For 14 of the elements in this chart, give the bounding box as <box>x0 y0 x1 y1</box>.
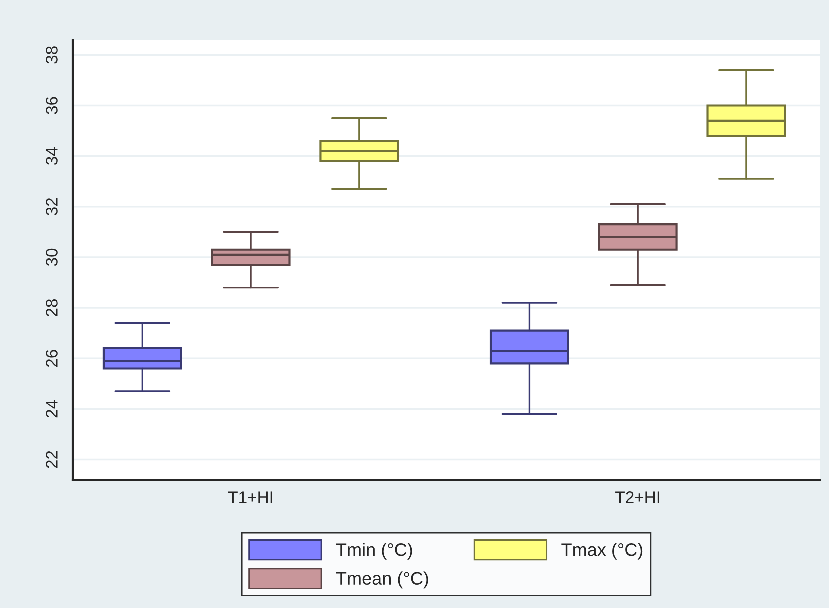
y-tick-label: 38 <box>46 46 58 64</box>
x-tick-label: T2+HI <box>616 492 660 504</box>
y-tick-label: 36 <box>46 97 58 114</box>
y-tick-label: 28 <box>46 300 58 316</box>
y-tick-label: 32 <box>46 198 58 216</box>
y-tick-label: 34 <box>46 148 58 165</box>
y-tick-label: 22 <box>46 451 58 468</box>
y-tick-label: 26 <box>46 350 58 368</box>
y-tick-label: 30 <box>46 248 58 266</box>
legend-label: Tmean (°C) <box>336 572 428 589</box>
legend-label: Tmin (°C) <box>336 543 412 560</box>
legend-label: Tmax (°C) <box>562 543 643 560</box>
x-tick-label: T1+HI <box>228 492 272 504</box>
y-tick-label: 24 <box>46 400 58 418</box>
